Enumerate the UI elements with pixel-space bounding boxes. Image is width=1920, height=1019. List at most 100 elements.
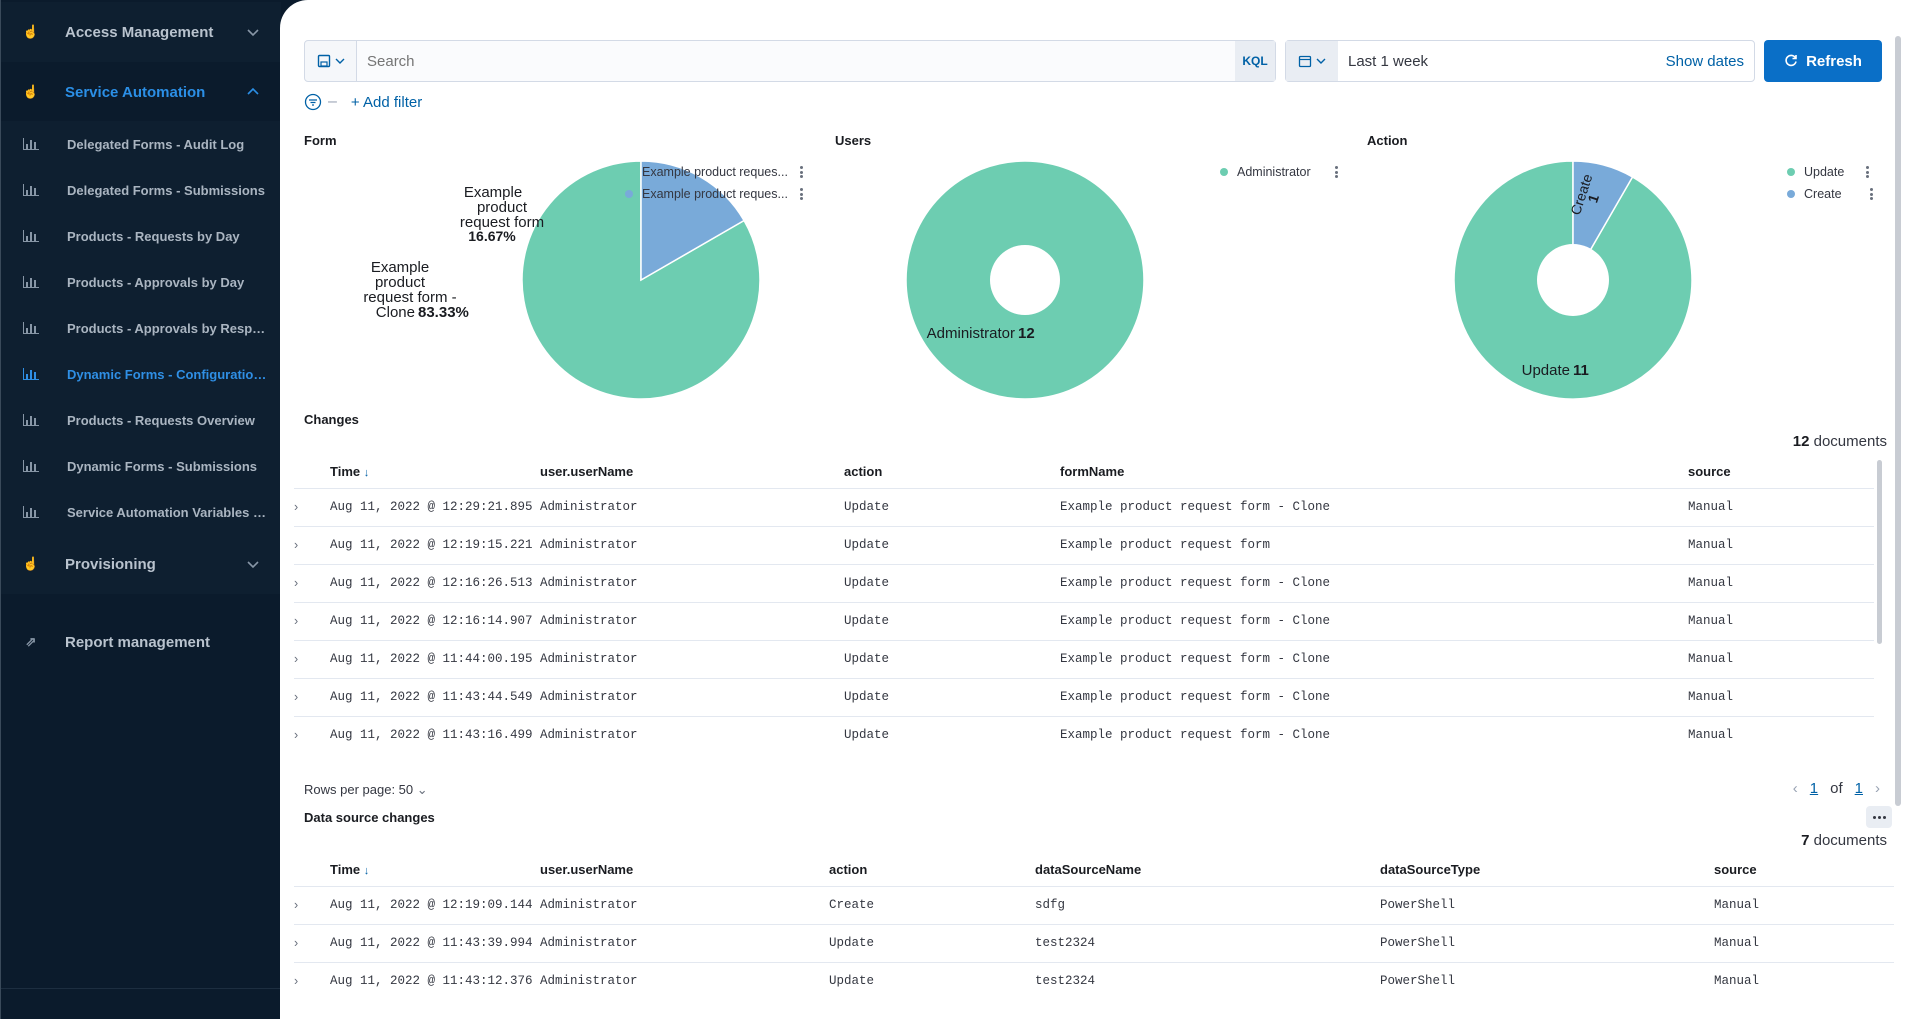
sidebar-item[interactable]: Delegated Forms - Audit Log (1, 121, 281, 167)
table-cell: PowerShell (1380, 961, 1714, 1000)
nav-access-management[interactable]: ☝ Access Management (1, 2, 281, 62)
kebab-icon[interactable] (1869, 188, 1874, 200)
kebab-icon[interactable] (1334, 166, 1339, 178)
expand-row-icon[interactable]: › (294, 885, 330, 924)
table-row[interactable]: › Aug 11, 2022 @ 11:43:44.549 Administrato… (294, 677, 1874, 716)
legend-item[interactable]: Example product reques... (625, 183, 804, 205)
column-header[interactable]: user.userName (540, 464, 634, 480)
nav-report-management[interactable]: ⇗ Report management (1, 612, 281, 672)
panel-options-icon[interactable] (1866, 806, 1892, 828)
column-header-time[interactable]: Time ↓ (330, 862, 370, 878)
column-header[interactable]: action (844, 464, 883, 480)
column-header[interactable]: user.userName (540, 862, 634, 878)
legend-dot (625, 190, 633, 198)
search-input[interactable] (357, 41, 1237, 81)
expand-row-icon[interactable]: › (294, 563, 330, 602)
changes-scrollbar[interactable] (1877, 460, 1882, 644)
sidebar-item[interactable]: Products - Requests by Day (1, 213, 281, 259)
column-header[interactable]: formName (1060, 464, 1125, 480)
table-cell: Update (844, 563, 1060, 602)
table-row[interactable]: › Aug 11, 2022 @ 11:43:16.499 Administrato… (294, 715, 1874, 754)
expand-row-icon[interactable]: › (294, 961, 330, 1000)
table-cell: Update (829, 923, 1035, 962)
expand-row-icon[interactable]: › (294, 639, 330, 678)
sidebar-item[interactable]: Dynamic Forms - Submissions (1, 443, 281, 489)
sort-down-icon[interactable]: ↓ (363, 865, 370, 878)
page-current[interactable]: 1 (1809, 780, 1819, 797)
table-cell: Example product request form - Clone (1060, 677, 1688, 716)
donut-hole (1537, 244, 1609, 316)
sidebar-item[interactable]: Products - Approvals by Respo... (1, 305, 281, 351)
column-header-time[interactable]: Time ↓ (330, 464, 370, 480)
table-row[interactable]: › Aug 11, 2022 @ 12:16:26.513 Administrato… (294, 563, 1874, 602)
table-cell: Manual (1688, 601, 1874, 640)
legend-label: Administrator (1237, 165, 1311, 179)
sidebar-item[interactable]: Products - Approvals by Day (1, 259, 281, 305)
sidebar-item[interactable]: Delegated Forms - Submissions (1, 167, 281, 213)
legend-item[interactable]: Update (1787, 161, 1874, 183)
table-cell: Manual (1714, 885, 1894, 924)
add-filter-button[interactable]: + Add filter (350, 93, 423, 111)
legend-item[interactable]: Example product reques... (625, 161, 804, 183)
legend-item[interactable]: Administrator (1220, 161, 1339, 183)
kebab-icon[interactable] (799, 188, 804, 200)
pie-slice[interactable] (1453, 160, 1693, 400)
expand-row-icon[interactable]: › (294, 715, 330, 754)
kebab-icon[interactable] (1866, 166, 1870, 178)
sidebar-item-label: Products - Approvals by Day (67, 274, 245, 290)
dashboard-icon (23, 322, 39, 334)
column-header[interactable]: dataSourceName (1035, 862, 1142, 878)
sidebar-item-label: Delegated Forms - Audit Log (67, 136, 245, 152)
saved-query-button[interactable] (305, 41, 357, 81)
nav-service-automation-label: Service Automation (65, 83, 206, 101)
nav-service-automation[interactable]: ☝ Service Automation (1, 62, 281, 122)
quick-select-button[interactable] (1286, 41, 1338, 81)
pie-slice[interactable] (640, 160, 746, 282)
column-header[interactable]: dataSourceType (1380, 862, 1481, 878)
column-header[interactable]: source (1688, 464, 1731, 480)
expand-row-icon[interactable]: › (294, 601, 330, 640)
kebab-icon[interactable] (799, 166, 804, 178)
pie-label: product (477, 199, 528, 216)
expand-row-icon[interactable]: › (294, 677, 330, 716)
table-row[interactable]: › Aug 11, 2022 @ 12:19:09.144 Administrato… (294, 885, 1894, 924)
table-row[interactable]: › Aug 11, 2022 @ 12:29:21.895 Administrato… (294, 487, 1874, 526)
sidebar-item[interactable]: Products - Requests Overview (1, 397, 281, 443)
prev-page-icon[interactable]: ‹ (1792, 780, 1798, 797)
refresh-button[interactable]: Refresh (1764, 40, 1882, 82)
sidebar-item[interactable]: Dynamic Forms - Configuration... (1, 351, 281, 397)
ds-changes-table: Time ↓ user.userName action dataSourceNa… (294, 854, 1894, 1000)
filter-options-icon[interactable] (304, 93, 322, 111)
nav-provisioning[interactable]: ☝ Provisioning (1, 534, 281, 594)
table-row[interactable]: › Aug 11, 2022 @ 11:43:39.994 Administrato… (294, 923, 1894, 962)
table-cell: Administrator (540, 525, 844, 564)
changes-table: Time ↓ user.userName action formName sou… (294, 456, 1874, 754)
show-dates-link[interactable]: Show dates (1665, 53, 1744, 70)
sidebar-item-label: Service Automation Variables -... (67, 504, 267, 520)
expand-row-icon[interactable]: › (294, 525, 330, 564)
table-row[interactable]: › Aug 11, 2022 @ 12:19:15.221 Administrato… (294, 525, 1874, 564)
date-range-value[interactable]: Last 1 week (1348, 53, 1429, 70)
page-total[interactable]: 1 (1854, 780, 1863, 797)
table-row[interactable]: › Aug 11, 2022 @ 12:16:14.907 Administrato… (294, 601, 1874, 640)
next-page-icon[interactable]: › (1875, 780, 1880, 797)
kql-toggle[interactable]: KQL (1235, 41, 1275, 81)
pie-slice[interactable] (521, 160, 761, 400)
legend-item[interactable]: Create (1787, 183, 1874, 205)
table-row[interactable]: › Aug 11, 2022 @ 11:44:00.195 Administrato… (294, 639, 1874, 678)
expand-row-icon[interactable]: › (294, 487, 330, 526)
table-row[interactable]: › Aug 11, 2022 @ 11:43:12.376 Administrato… (294, 961, 1894, 1000)
sort-down-icon[interactable]: ↓ (363, 467, 370, 480)
column-header[interactable]: source (1714, 862, 1757, 878)
changes-count: 12 documents (1793, 433, 1887, 450)
table-cell: Aug 11, 2022 @ 11:43:16.499 (330, 715, 540, 754)
expand-row-icon[interactable]: › (294, 923, 330, 962)
legend-label: Example product reques... (642, 165, 788, 179)
table-cell: Administrator (540, 677, 844, 716)
column-header[interactable]: action (829, 862, 868, 878)
sidebar-item[interactable]: Service Automation Variables -... (1, 489, 281, 535)
rows-per-page-select[interactable]: Rows per page: 50 ⌄ (304, 782, 428, 798)
page-scrollbar[interactable] (1895, 36, 1901, 806)
